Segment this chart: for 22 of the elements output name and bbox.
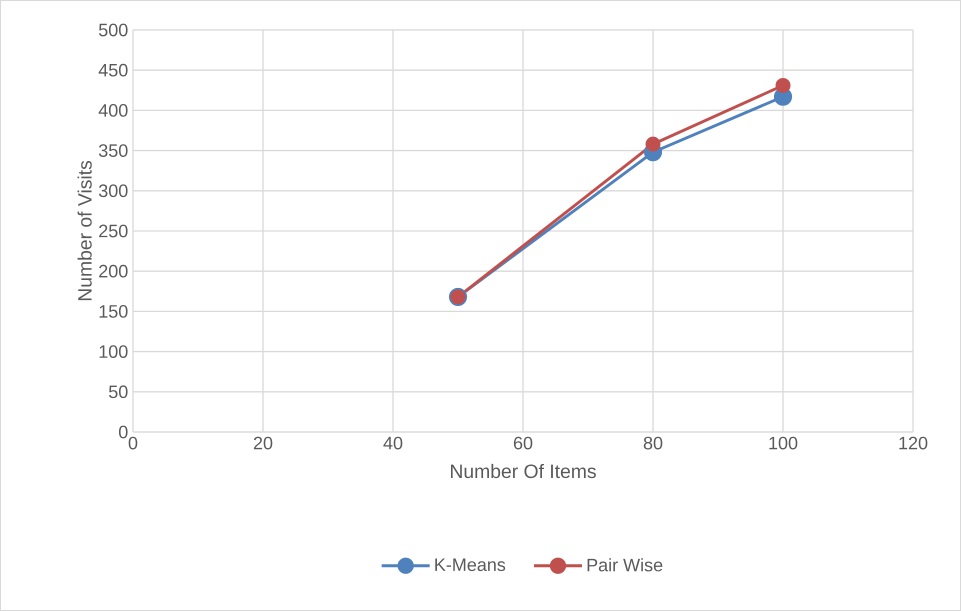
legend-label: K-Means <box>435 558 506 572</box>
y-tick-label: 450 <box>98 64 128 77</box>
x-tick-label: 0 <box>128 436 138 450</box>
x-tick-label: 120 <box>899 436 928 450</box>
y-tick-label: 250 <box>99 224 128 238</box>
x-tick-label: 60 <box>514 436 532 450</box>
x-tick-label: 100 <box>769 436 798 450</box>
y-tick-label: 350 <box>98 144 128 157</box>
y-tick-label: 100 <box>100 345 128 358</box>
y-tick-label: 400 <box>98 104 128 117</box>
x-axis-title: Number Of Items <box>451 464 596 478</box>
y-tick-label: 0 <box>118 426 128 438</box>
y-tick-label: 150 <box>100 305 128 318</box>
y-axis-title: Number of Visits <box>78 160 92 300</box>
y-tick-label: 200 <box>99 264 128 278</box>
y-tick-label: 500 <box>98 24 128 36</box>
x-tick-label: 20 <box>254 436 272 450</box>
y-tick-label: 50 <box>108 385 128 398</box>
legend-label: Pair Wise <box>588 558 662 572</box>
x-tick-label: 40 <box>383 436 402 450</box>
x-tick-label: 80 <box>644 436 662 450</box>
y-tick-label: 300 <box>98 184 128 198</box>
